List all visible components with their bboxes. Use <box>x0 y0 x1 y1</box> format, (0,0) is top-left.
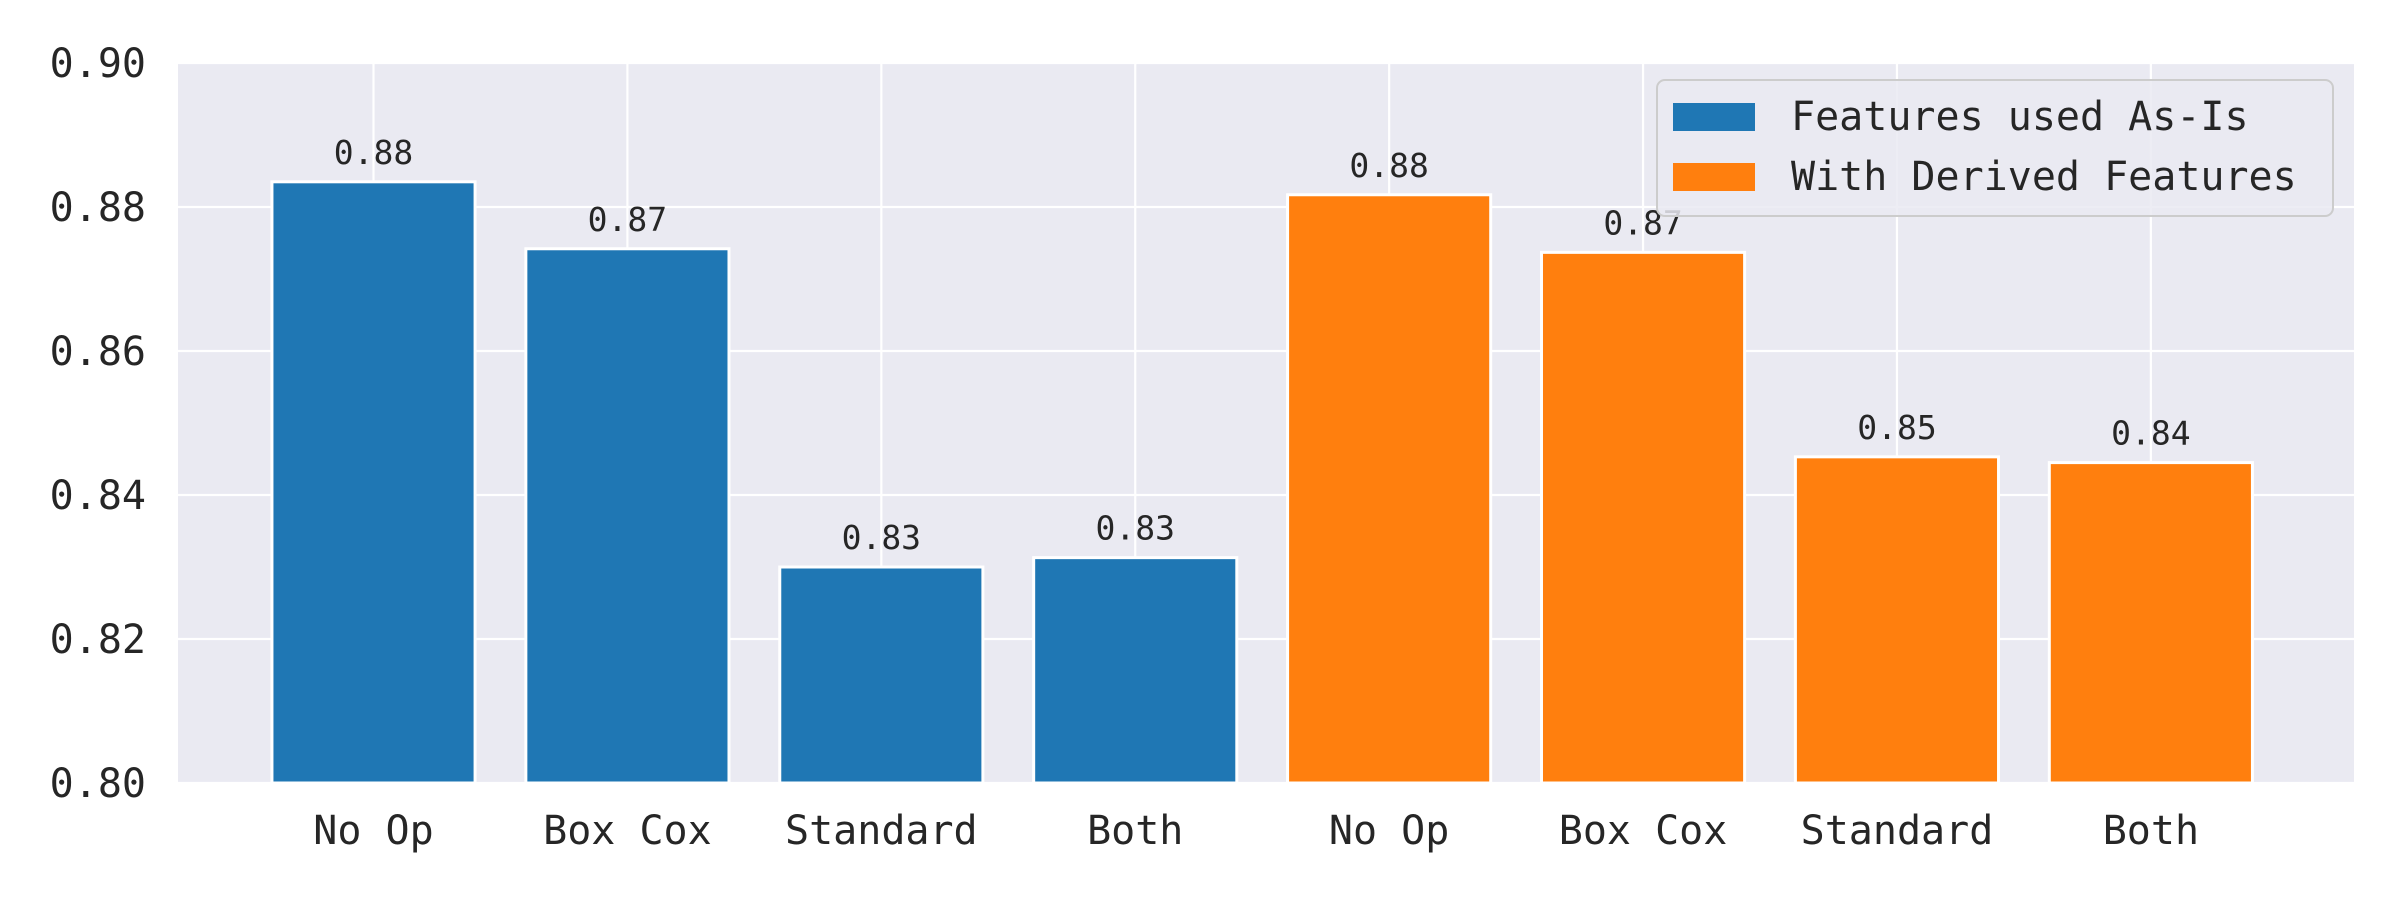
bar-series-2-1 <box>1286 193 1493 785</box>
legend-label-2: With Derived Features <box>1791 154 2297 200</box>
bar-series-1-3 <box>778 565 985 785</box>
bar-series-1-2 <box>524 247 731 785</box>
y-tick-label: 0.90 <box>50 41 146 87</box>
x-tick-label: Standard <box>1801 808 1994 854</box>
bar-series-2-3 <box>1793 455 2001 785</box>
bar-value-labels: 0.880.870.83 0.830.880.870.85 0.84 <box>334 133 2191 557</box>
legend-label-1: Features used As-Is <box>1791 94 2249 140</box>
y-tick-label: 0.86 <box>50 329 146 375</box>
bar-value-label: 0.88 <box>1349 146 1428 185</box>
x-tick-label: Box Cox <box>543 808 712 854</box>
y-tick-label: 0.84 <box>50 473 146 519</box>
bars <box>270 180 2254 785</box>
bar-value-label: 0.84 <box>2111 414 2190 453</box>
bar-series-2-4 <box>2047 461 2254 785</box>
legend-box <box>1656 79 2334 217</box>
bar-value-label: 0.87 <box>588 200 667 239</box>
x-tick-label: No Op <box>1329 808 1449 854</box>
x-tick-label: Box Cox <box>1559 808 1728 854</box>
y-axis-tick-labels: 0.80 0.82 0.84 0.86 0.88 0.90 <box>50 41 146 807</box>
legend-swatch-1 <box>1673 103 1755 131</box>
bar-value-label: 0.85 <box>1857 408 1936 447</box>
bar-value-label: 0.83 <box>842 518 921 557</box>
x-tick-label: No Op <box>313 808 433 854</box>
legend-swatch-2 <box>1673 163 1755 191</box>
x-tick-label: Standard <box>785 808 978 854</box>
bar-value-label: 0.88 <box>334 133 413 172</box>
y-tick-label: 0.80 <box>50 761 146 807</box>
legend: Features used As-Is With Derived Features <box>1656 79 2334 217</box>
x-axis-tick-labels: No Op Box Cox Standard Both No Op Box Cox Stan… <box>313 808 2199 854</box>
x-tick-label: Both <box>2103 808 2199 854</box>
y-tick-label: 0.88 <box>50 185 146 231</box>
bar-value-label: 0.83 <box>1095 509 1174 548</box>
x-tick-label: Both <box>1087 808 1183 854</box>
bar-series-1-4 <box>1032 556 1239 785</box>
bar-series-2-2 <box>1539 250 1747 785</box>
bar-series-1-1 <box>270 180 477 785</box>
y-tick-label: 0.82 <box>50 617 146 663</box>
